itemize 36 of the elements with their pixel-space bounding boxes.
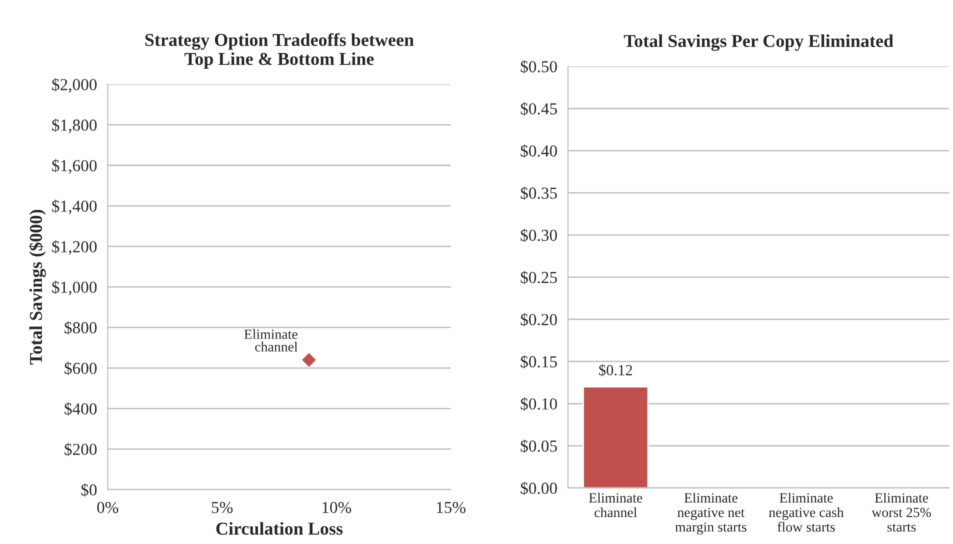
chart-title: Total Savings Per Copy Eliminated — [624, 34, 894, 51]
x-tick-label: Eliminate channel — [589, 492, 642, 518]
x-tick-label: 15% — [436, 502, 466, 514]
y-tick-label: $0.45 — [520, 102, 557, 116]
y-tick-label: $200 — [64, 442, 97, 456]
y-tick-label: $1,200 — [52, 240, 97, 255]
x-tick-label: 10% — [322, 502, 352, 514]
y-tick-label: $0.50 — [520, 60, 557, 74]
x-axis-title: Circulation Loss — [216, 522, 343, 535]
y-tick-label: $1,400 — [52, 200, 97, 214]
x-tick-label: Eliminate worst 25% starts — [872, 492, 931, 532]
y-tick-label: $1,000 — [52, 280, 97, 296]
x-tick-label: 0% — [97, 502, 118, 514]
y-tick-label: $0 — [81, 483, 97, 497]
chart-title: Strategy Option Tradeoffs between Top Line & Bottom Line — [145, 33, 414, 69]
x-tick-label: 5% — [212, 502, 233, 514]
y-tick-label: $2,000 — [52, 78, 97, 93]
y-axis-title: Total Savings ($000) — [28, 210, 46, 365]
y-tick-label: $0.20 — [520, 313, 557, 326]
annotation: Eliminate channel — [244, 329, 298, 352]
y-tick-label: $0.35 — [520, 186, 557, 200]
x-tick-label: Eliminate negative net margin starts — [675, 492, 746, 535]
y-tick-label: $1,600 — [52, 159, 97, 174]
y-tick-label: $1,800 — [52, 118, 97, 134]
x-tick-label: Eliminate negative cash flow starts — [768, 492, 844, 532]
y-tick-label: $0.15 — [520, 355, 557, 369]
y-tick-label: $0.25 — [520, 270, 557, 284]
y-tick-label: $600 — [64, 362, 97, 376]
y-tick-label: $0.30 — [520, 228, 557, 242]
y-tick-label: $0.40 — [520, 144, 557, 158]
y-tick-label: $0.10 — [520, 397, 557, 411]
y-tick-label: $0.00 — [520, 482, 557, 496]
y-tick-label: $800 — [64, 321, 97, 335]
data-label: $0.12 — [599, 364, 632, 376]
y-tick-label: $0.05 — [520, 440, 557, 453]
y-tick-label: $400 — [64, 402, 97, 416]
